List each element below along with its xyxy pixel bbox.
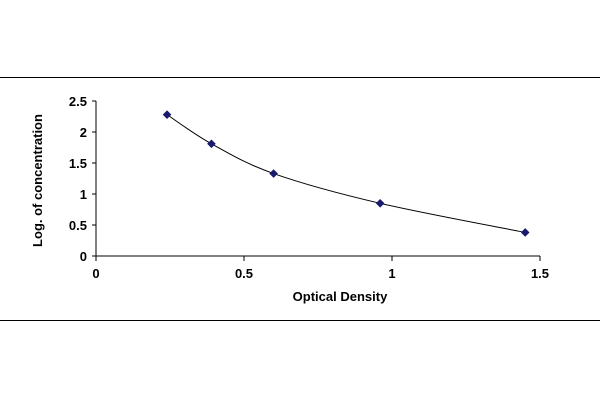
y-tick-label: 1	[80, 187, 87, 202]
fit-curve	[166, 114, 526, 233]
x-tick-label: 1	[388, 266, 395, 281]
y-ticks: 0 0.5 1 1.5 2 2.5	[69, 94, 96, 264]
y-tick-label: 2.5	[69, 94, 87, 109]
y-tick-label: 1.5	[69, 156, 87, 171]
data-point	[269, 169, 278, 178]
y-tick-label: 0.5	[69, 218, 87, 233]
x-tick-label: 0	[92, 266, 99, 281]
y-axis-title: Log. of concentration	[30, 114, 45, 247]
x-axis-title: Optical Density	[293, 289, 388, 304]
data-point	[162, 110, 172, 119]
chart-frame	[0, 77, 600, 321]
y-tick-label: 2	[80, 125, 87, 140]
axes	[95, 101, 540, 257]
data-points	[162, 110, 530, 237]
data-point	[207, 139, 216, 149]
x-tick-label: 1.5	[531, 266, 549, 281]
data-point	[520, 228, 530, 237]
x-tick-label: 0.5	[235, 266, 253, 281]
y-tick-label: 0	[80, 249, 87, 264]
data-point	[375, 198, 385, 208]
x-ticks: 0 0.5 1 1.5	[92, 256, 549, 281]
